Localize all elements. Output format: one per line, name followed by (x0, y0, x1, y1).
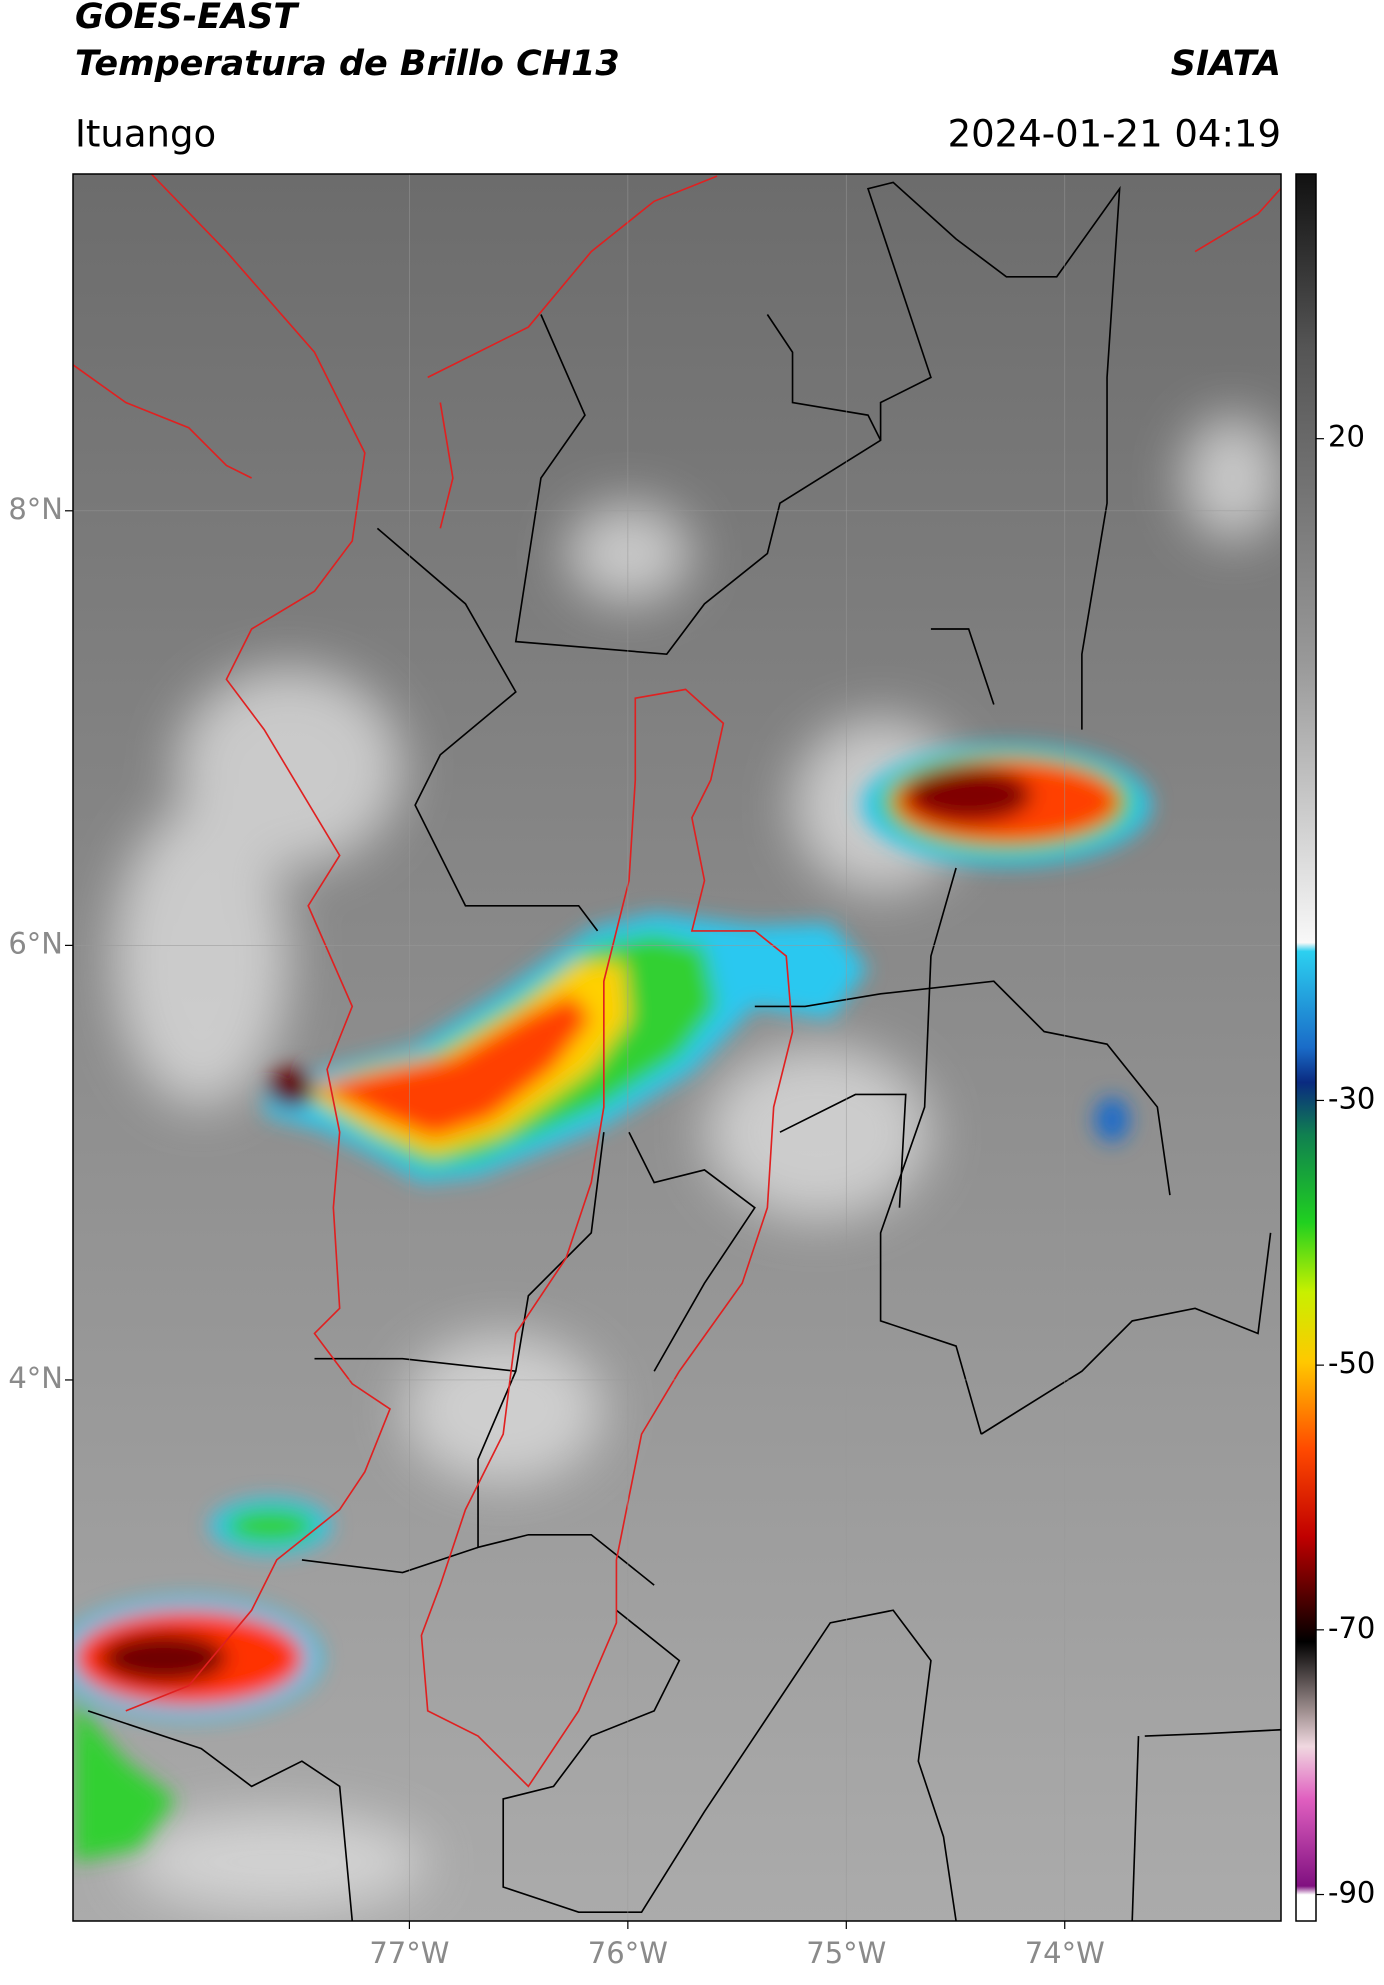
borders (87, 181, 1281, 1921)
x-tick-label: 77°W (369, 1936, 449, 1970)
colorbar-tick-label: 20 (1328, 420, 1365, 454)
x-tick-label: 75°W (806, 1936, 886, 1970)
grid (73, 174, 1281, 1921)
title: GOES-EAST (75, 0, 300, 37)
colorbar-tick-label: -30 (1328, 1081, 1375, 1115)
datetime: 2024-01-21 04:19 (948, 113, 1281, 156)
colorbar (1295, 173, 1317, 1922)
colorbar-tick-label: -50 (1328, 1346, 1375, 1380)
map-imagery (73, 174, 1281, 1921)
y-tick-label: 4°N (8, 1361, 63, 1395)
map-frame (72, 173, 1282, 1922)
x-tick-label: 76°W (588, 1936, 668, 1970)
colorbar-tick-label: -90 (1328, 1876, 1375, 1910)
subtitle: Temperatura de Brillo CH13 (75, 44, 620, 84)
colorbar-tick-label: -70 (1328, 1611, 1375, 1645)
outlines (73, 174, 1281, 1788)
source: SIATA (1171, 44, 1281, 84)
x-tick-label: 74°W (1025, 1936, 1105, 1970)
y-tick-label: 6°N (8, 926, 63, 960)
y-tick-label: 8°N (8, 492, 63, 526)
location: Ituango (75, 113, 216, 156)
